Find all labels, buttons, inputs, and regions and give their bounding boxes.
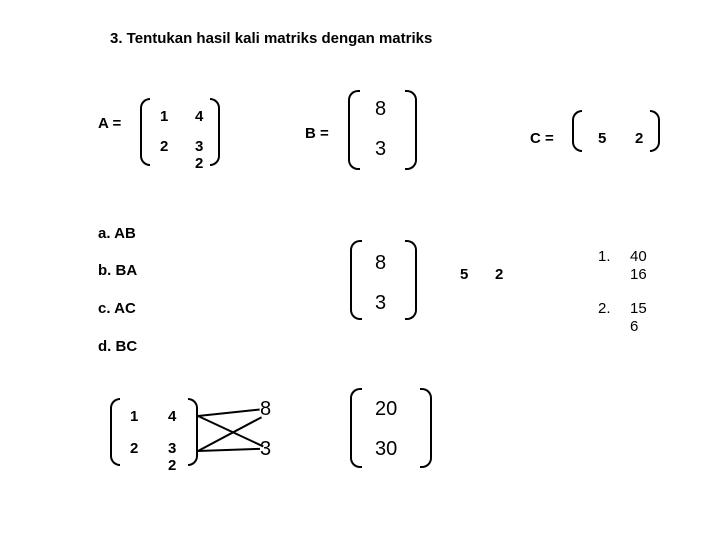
mid-2: 3 [375, 292, 386, 315]
c-1: 5 [598, 130, 606, 147]
bracket-res-left [350, 388, 362, 468]
midr-1: 5 [460, 266, 468, 283]
bracket-b-left [348, 90, 360, 170]
a-12: 4 [195, 108, 203, 125]
ans1-label: 1. [598, 248, 611, 265]
ans1-top: 40 [630, 248, 647, 265]
b-1: 8 [375, 98, 386, 121]
bracket-res-right [420, 388, 432, 468]
bracket-a-right [210, 98, 220, 166]
option-a: a. AB [98, 225, 136, 242]
label-c: C = [530, 130, 554, 147]
b-2: 3 [375, 138, 386, 161]
a-11: 1 [160, 108, 168, 125]
ans2-label: 2. [598, 300, 611, 317]
bracket-b-right [405, 90, 417, 170]
bracket-c-right [650, 110, 660, 152]
bracket-w1-right [188, 398, 198, 466]
w1-22t: 3 [168, 440, 176, 457]
bracket-mid-right [405, 240, 417, 320]
bracket-c-left [572, 110, 582, 152]
res-1: 20 [375, 398, 397, 421]
a-21: 2 [160, 138, 168, 155]
label-a: A = [98, 115, 121, 132]
label-b: B = [305, 125, 329, 142]
w1-11: 1 [130, 408, 138, 425]
c-2: 2 [635, 130, 643, 147]
ans1-bot: 16 [630, 266, 647, 283]
line-4 [198, 448, 260, 452]
ans2-bot: 6 [630, 318, 638, 335]
w2-2: 3 [260, 438, 271, 461]
bracket-a-left [140, 98, 150, 166]
option-c: c. AC [98, 300, 136, 317]
mid-1: 8 [375, 252, 386, 275]
bracket-mid-left [350, 240, 362, 320]
res-2: 30 [375, 438, 397, 461]
page-title: 3. Tentukan hasil kali matriks dengan ma… [110, 30, 432, 47]
option-b: b. BA [98, 262, 137, 279]
line-1 [198, 409, 260, 417]
a-22b: 2 [195, 155, 203, 172]
a-22t: 3 [195, 138, 203, 155]
midr-2: 2 [495, 266, 503, 283]
w1-21: 2 [130, 440, 138, 457]
option-d: d. BC [98, 338, 137, 355]
w1-22b: 2 [168, 457, 176, 474]
bracket-w1-left [110, 398, 120, 466]
w1-12: 4 [168, 408, 176, 425]
ans2-top: 15 [630, 300, 647, 317]
